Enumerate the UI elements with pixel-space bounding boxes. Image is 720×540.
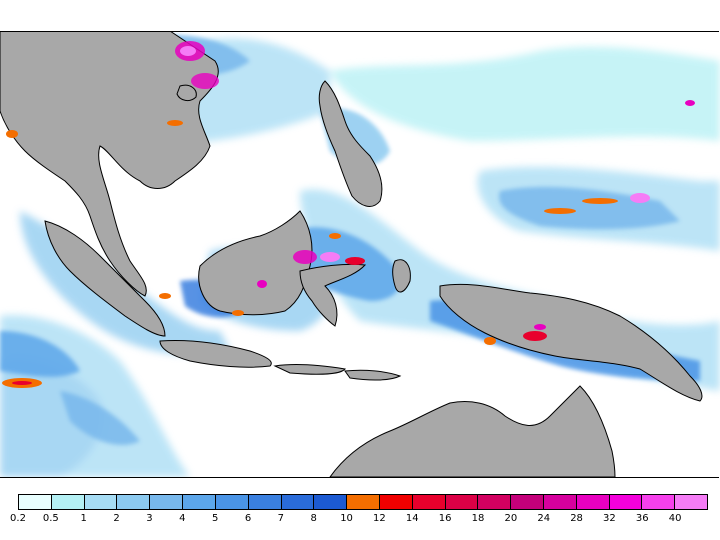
colorbar-label: 5 [211, 513, 219, 524]
colorbar-swatch [281, 495, 315, 509]
colorbar-label: 20 [504, 513, 518, 524]
land-indochina [0, 31, 219, 297]
colorbar-label: 14 [405, 513, 419, 524]
rain-heavy-layer [2, 41, 695, 388]
land-java [159, 340, 272, 368]
colorbar-swatch [445, 495, 479, 509]
colorbar-label: 24 [537, 513, 551, 524]
colorbar-labels: 0.2 0.5 1 2 3 4 5 6 7 8 10 12 14 16 18 20 24 28 32 36 40 [10, 513, 708, 527]
colorbar-label: 16 [438, 513, 452, 524]
land-australia [329, 385, 616, 477]
colorbar-label: 8 [310, 513, 317, 524]
colorbar-swatch [19, 495, 52, 509]
colorbar-swatch [675, 495, 708, 509]
land-layer [0, 31, 703, 477]
colorbar-label: 10 [340, 513, 353, 524]
colorbar-swatch [183, 495, 216, 509]
colorbar-swatch [609, 495, 643, 509]
colorbar-swatch [150, 495, 184, 509]
land-hainan [176, 84, 197, 102]
colorbar-label: 2 [113, 513, 120, 524]
colorbar-swatch [379, 495, 413, 509]
colorbar-label: 40 [668, 513, 682, 524]
colorbar-label: 0.2 [10, 513, 26, 524]
colorbar-swatch [314, 495, 348, 509]
precipitation-map [0, 31, 720, 477]
land-lesser-sunda [273, 364, 402, 381]
land-maluku [392, 259, 411, 293]
colorbar-label: 32 [603, 513, 616, 524]
colorbar [18, 494, 708, 510]
colorbar-swatch [84, 495, 118, 509]
colorbar-swatch [215, 495, 249, 509]
colorbar-swatch [642, 495, 676, 509]
colorbar-swatch [544, 495, 577, 509]
colorbar-swatch [248, 495, 282, 509]
land-sumatra [44, 220, 166, 337]
colorbar-swatch [117, 495, 151, 509]
colorbar-label: 7 [277, 513, 285, 524]
colorbar-label: 36 [635, 513, 649, 524]
colorbar-label: 3 [146, 513, 153, 524]
map-canvas [0, 31, 720, 477]
colorbar-swatch [347, 495, 380, 509]
colorbar-label: 12 [373, 513, 386, 524]
land-borneo [198, 210, 313, 316]
colorbar-label: 28 [570, 513, 583, 524]
land-new-guinea [439, 283, 703, 402]
colorbar-label: 6 [244, 513, 252, 524]
colorbar-label: 18 [471, 513, 485, 524]
colorbar-swatch [511, 495, 544, 509]
colorbar-swatch [478, 495, 512, 509]
colorbar-label: 1 [80, 513, 87, 524]
colorbar-label: 0.5 [42, 513, 59, 524]
colorbar-swatch [412, 495, 446, 509]
colorbar-swatch [51, 495, 85, 509]
colorbar-swatch [576, 495, 610, 509]
land-philippines [318, 80, 383, 207]
colorbar-label: 4 [179, 513, 186, 524]
